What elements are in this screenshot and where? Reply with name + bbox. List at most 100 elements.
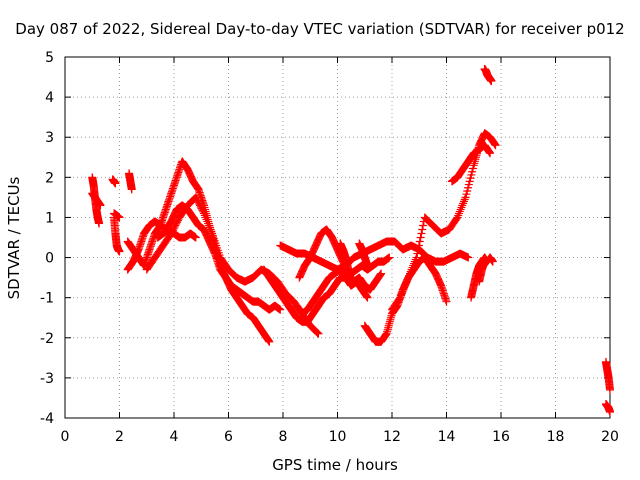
data-point [460,195,469,204]
data-point [207,227,216,236]
data-point [399,285,408,294]
data-point [204,219,213,228]
data-point [403,275,412,284]
data-point [396,291,405,300]
data-point [405,269,414,278]
y-tick-label: -2 [40,331,54,347]
series-track-x [601,399,614,416]
data-point [459,199,468,208]
data-point [265,337,274,346]
series-track-b [88,189,105,210]
data-point [455,207,464,216]
data-points [88,65,614,416]
series-track-v [475,257,489,286]
data-point [606,407,614,416]
data-point [401,281,410,290]
series-track-k [259,253,394,326]
data-point [419,221,428,230]
data-point [402,277,411,286]
series-track-s [447,141,495,186]
y-tick-labels: -4 -3 -2 -1 0 1 2 3 4 5 [40,50,54,427]
data-point [486,149,495,158]
data-point [314,329,323,338]
y-tick-label: 4 [45,90,54,106]
series-track-w [601,357,614,394]
y-tick-label: 5 [45,50,54,66]
data-point [206,225,215,234]
x-tick-label: 8 [279,429,288,445]
data-point [191,233,200,242]
y-tick-label: 0 [45,251,54,267]
series-track-p [355,239,372,270]
data-point [456,205,465,214]
y-tick-label: 2 [45,170,54,186]
data-point [410,257,419,266]
series-track-c [108,175,120,188]
data-point [199,209,208,218]
series-track-d [110,213,124,256]
grid [65,57,610,418]
data-point [415,237,424,246]
data-point [276,305,285,314]
data-point [344,265,353,274]
data-point [417,229,426,238]
data-point [127,185,136,194]
data-point [400,283,409,292]
y-tick-label: -1 [40,291,54,307]
data-point [115,213,124,222]
data-point [404,273,413,282]
x-tick-label: 20 [601,429,619,445]
data-point [412,253,421,262]
x-tick-label: 14 [438,429,456,445]
data-point [363,293,372,302]
data-point [458,201,467,210]
data-point [480,257,489,266]
series-track-t [480,65,496,86]
data-point [398,287,407,296]
data-point [407,265,416,274]
data-point [96,201,105,210]
data-point [606,385,614,394]
data-point [408,263,417,272]
data-point [401,279,410,288]
data-point [406,267,415,276]
y-axis-label: SDTVAR / TECUs [5,176,23,299]
y-tick-label: 1 [45,210,54,226]
data-point [487,77,496,86]
series-track-n [292,265,372,318]
data-point [95,219,104,228]
data-point [491,141,500,150]
data-point [455,209,464,218]
data-point [405,271,414,280]
data-point [377,269,386,278]
data-point [459,197,468,206]
x-tick-label: 10 [329,429,347,445]
x-tick-label: 16 [492,429,510,445]
x-tick-label: 12 [383,429,401,445]
data-point [204,221,213,230]
data-point [199,207,208,216]
data-point [203,217,212,226]
data-point [457,203,466,212]
data-point [418,225,427,234]
data-point [396,293,405,302]
y-tick-label: 3 [45,130,54,146]
chart-title: Day 087 of 2022, Sidereal Day-to-day VTE… [15,20,624,38]
series-track-e [110,209,124,222]
data-point [115,247,124,256]
data-point [414,241,423,250]
data-point [416,233,425,242]
x-tick-label: 2 [115,429,124,445]
data-point [397,289,406,298]
y-tick-label: -4 [40,411,54,427]
data-point [363,261,372,270]
x-axis-label: GPS time / hours [272,456,398,474]
y-tick-label: -3 [40,371,54,387]
data-point [205,223,214,232]
series-track-o [336,239,353,274]
x-tick-labels: 0 2 4 6 8 10 12 14 16 18 20 [61,429,619,445]
data-point [313,328,322,337]
data-point [442,297,451,306]
data-point [464,253,473,262]
